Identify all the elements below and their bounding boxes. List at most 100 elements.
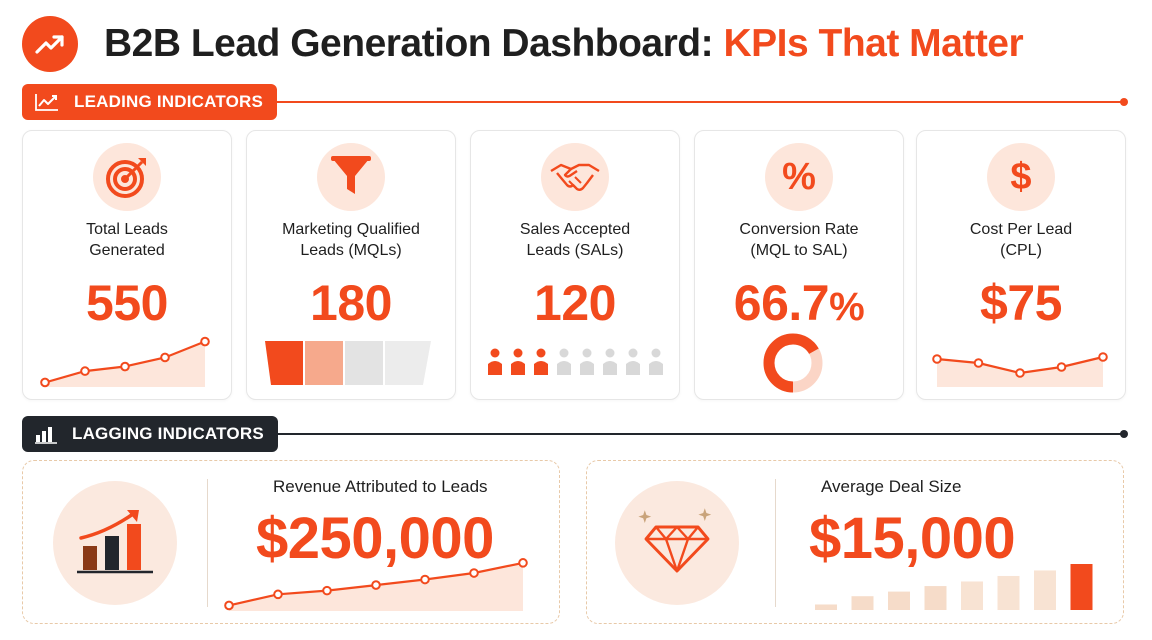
person-body — [626, 361, 640, 375]
mql-funnel-segments — [265, 341, 431, 385]
sal-person-6 — [626, 348, 640, 375]
person-body — [580, 361, 594, 375]
funnel-icon — [317, 143, 385, 211]
kpi-label-line1: Total Leads — [86, 221, 168, 238]
section-lagging: LAGGING INDICATORS — [22, 416, 278, 452]
person-head — [536, 348, 546, 358]
line-chart-icon — [35, 94, 58, 111]
lag-divider — [207, 479, 208, 607]
total-leads-trend-point-0 — [40, 377, 50, 388]
lag-label: Average Deal Size — [821, 477, 962, 496]
donut-progress — [763, 333, 823, 393]
total-leads-trend-chart — [40, 336, 210, 388]
deal-size-bar-4 — [961, 581, 983, 610]
cpl-trend-point-3 — [1056, 362, 1067, 372]
kpi-value: 180 — [310, 275, 392, 331]
kpi-label-line1: Cost Per Lead — [969, 221, 1073, 238]
lag-value: $250,000 — [256, 506, 494, 571]
kpi-label: Marketing Qualified Leads (MQLs) — [253, 219, 449, 261]
cpl-trend-point-2 — [1015, 368, 1025, 378]
section-lagging-pill: LAGGING INDICATORS — [22, 416, 278, 452]
total-leads-trend-point-2 — [120, 361, 130, 372]
person-head — [651, 348, 661, 358]
section-leading-dot — [1120, 98, 1128, 106]
trending-up-icon — [22, 16, 78, 72]
title-accent: KPIs That Matter — [723, 22, 1024, 65]
kpi-card-sals: Sales Accepted Leads (SALs) 120 — [470, 130, 680, 400]
kpi-label-line2: Leads (MQLs) — [300, 242, 402, 259]
person-body — [603, 361, 617, 375]
diamond-icon — [615, 481, 739, 605]
kpi-value: 550 — [86, 275, 168, 331]
section-leading-rule — [276, 101, 1124, 103]
cpl-trend-point-1 — [973, 358, 984, 368]
kpi-value: 120 — [534, 275, 616, 331]
kpi-label: Conversion Rate (MQL to SAL) — [701, 219, 897, 261]
revenue-trend-point-4 — [420, 574, 430, 585]
cpl-trend-point-0 — [932, 354, 942, 364]
sal-person-5 — [603, 348, 617, 375]
total-leads-trend-point-3 — [160, 352, 170, 363]
kpi-label-line2: (MQL to SAL) — [750, 242, 848, 259]
sal-person-7 — [649, 348, 663, 375]
person-body — [534, 361, 548, 375]
section-leading: LEADING INDICATORS — [22, 84, 278, 120]
sal-person-1 — [511, 348, 525, 375]
kpi-label-line1: Marketing Qualified — [282, 221, 420, 238]
mql-segment-1 — [305, 341, 343, 385]
kpi-label: Sales Accepted Leads (SALs) — [477, 219, 673, 261]
person-head — [559, 348, 569, 358]
section-leading-label: LEADING INDICATORS — [74, 92, 264, 111]
percent-icon: % — [765, 143, 833, 211]
revenue-trend-point-5 — [469, 568, 479, 578]
kpi-label-line2: Leads (SALs) — [526, 242, 624, 259]
kpi-label: Cost Per Lead (CPL) — [923, 219, 1119, 261]
page-title: B2B Lead Generation Dashboard: KPIs That… — [104, 22, 1024, 66]
person-body — [511, 361, 525, 375]
kpi-value: $75 — [980, 275, 1062, 331]
person-body — [557, 361, 571, 375]
revenue-trend-point-0 — [224, 600, 234, 611]
revenue-trend-chart — [224, 558, 528, 611]
dashboard-header: B2B Lead Generation Dashboard: KPIs That… — [22, 16, 1024, 72]
mql-segment-0 — [265, 341, 303, 385]
kpi-value-number: 66.7 — [733, 275, 830, 331]
lag-card-deal-size: Average Deal Size $15,000 — [586, 460, 1124, 624]
dollar-icon: $ — [987, 143, 1055, 211]
target-icon — [93, 143, 161, 211]
mql-segment-2 — [345, 341, 383, 385]
person-head — [513, 348, 523, 358]
growth-bar-chart-icon — [53, 481, 177, 605]
deal-size-bar-1 — [851, 596, 874, 610]
title-main: B2B Lead Generation Dashboard: — [104, 22, 724, 65]
lag-divider — [775, 479, 776, 607]
deal-size-bar-5 — [997, 575, 1020, 610]
sal-person-2 — [534, 348, 548, 375]
section-leading-pill: LEADING INDICATORS — [22, 84, 278, 120]
section-lagging-label: LAGGING INDICATORS — [72, 424, 264, 443]
deal-size-bar-0 — [815, 604, 837, 610]
deal-size-bar-7 — [1070, 564, 1093, 610]
kpi-value: 66.7% — [695, 274, 903, 332]
kpi-label-line1: Conversion Rate — [739, 221, 859, 238]
person-head — [628, 348, 638, 358]
revenue-trend-point-2 — [322, 585, 332, 596]
person-head — [582, 348, 592, 358]
sal-person-4 — [580, 348, 594, 375]
revenue-trend-point-6 — [518, 558, 528, 568]
sal-person-0 — [488, 348, 502, 375]
kpi-card-total-leads: Total Leads Generated 550 — [22, 130, 232, 400]
lag-card-revenue: Revenue Attributed to Leads $250,000 — [22, 460, 560, 624]
conversion-donut — [763, 333, 823, 393]
sal-person-3 — [557, 348, 571, 375]
sal-people-row — [488, 348, 663, 375]
kpi-card-cost-per-lead: $ Cost Per Lead (CPL) $75 — [916, 130, 1126, 400]
kpi-card-conversion-rate: % Conversion Rate (MQL to SAL) 66.7% — [694, 130, 904, 400]
total-leads-trend-point-4 — [200, 336, 210, 347]
lag-label: Revenue Attributed to Leads — [273, 477, 488, 496]
kpi-card-mqls: Marketing Qualified Leads (MQLs) 180 — [246, 130, 456, 400]
section-lagging-dot — [1120, 430, 1128, 438]
revenue-trend-point-1 — [273, 589, 283, 600]
person-head — [605, 348, 615, 358]
kpi-label-line1: Sales Accepted — [519, 221, 631, 238]
